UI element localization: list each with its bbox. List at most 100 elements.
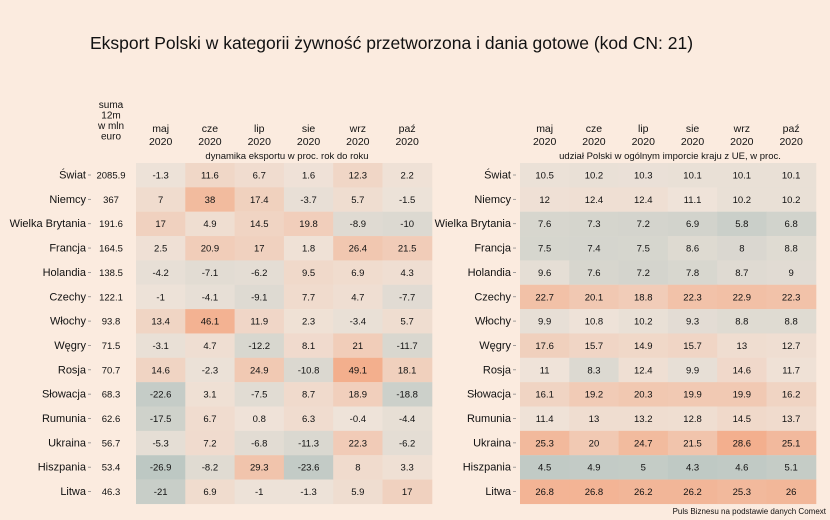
left-cell-value: 7 [158,195,163,206]
right-country-label: Czechy [474,291,511,303]
left-cell-value: -8.9 [350,219,366,230]
right-heatmap-cell [569,479,620,505]
left-cell-value: -6.2 [399,438,415,449]
left-country-label: Rumunia [42,413,87,425]
right-cell-value: 20.1 [585,292,604,303]
right-heatmap-cell [569,382,620,407]
right-year-label: 2020 [632,136,656,148]
right-heatmap-cell [569,236,620,261]
left-heatmap-cell [234,187,285,212]
left-cell-value: 5.9 [351,487,364,498]
right-heatmap-cell [667,430,718,456]
left-cell-value: 2.3 [302,317,315,328]
left-heatmap-cell [136,163,186,188]
right-heatmap-cell [618,284,669,310]
right-heatmap-cell [618,382,669,407]
left-heatmap-cell [382,357,433,383]
left-cell-value: -7.1 [202,268,218,279]
right-cell-value: 8.8 [735,317,748,328]
right-heatmap-cell [717,260,767,285]
right-cell-value: 28.6 [733,438,752,449]
left-cell-value: -1.3 [152,171,168,182]
left-heatmap-cell [382,333,433,358]
right-heatmap-cell [766,406,817,431]
right-cell-value: 9.9 [538,317,551,328]
left-heatmap-cell [185,284,236,310]
right-country-label: Hiszpania [463,462,512,474]
left-heatmap-cell [234,430,285,456]
left-cell-value: -9.1 [251,292,267,303]
right-heatmap-cell [618,187,669,212]
left-cell-value: 11.6 [201,171,219,182]
right-cell-value: 4.3 [686,463,699,474]
left-year-label: 2020 [346,136,370,148]
right-cell-value: 26 [786,487,797,498]
left-cell-value: -26.9 [150,463,172,474]
right-heatmap-cell [618,406,669,431]
right-heatmap-cell [717,236,767,261]
left-cell-value: 14.6 [151,365,170,376]
left-heatmap-cell [136,479,186,505]
right-cell-value: 4.6 [735,463,748,474]
right-heatmap-cell [520,333,570,358]
right-heatmap-cell [667,163,718,188]
left-cell-value: 46.1 [201,317,220,328]
left-cell-value: 3.3 [401,463,414,474]
left-heatmap-cell [333,455,383,480]
right-cell-value: 10.1 [683,171,702,182]
left-cell-value: 14.5 [250,219,269,230]
left-cell-value: 6.7 [253,171,266,182]
left-heatmap-cell [333,260,383,285]
left-heatmap-cell [234,406,285,431]
right-country-label: Francja [474,243,512,255]
right-country-label: Holandia [468,267,512,279]
right-heatmap-cell [667,284,718,310]
right-country-label: Rosja [483,364,512,376]
left-cell-value: -11.3 [298,438,319,449]
right-cell-value: 17.6 [535,341,554,352]
left-cell-value: -7.5 [251,390,267,401]
right-heatmap-cell [569,187,620,212]
chart-title: Eksport Polski w kategorii żywność przet… [90,33,693,53]
right-heatmap-cell [717,163,767,188]
right-heatmap-cell [717,382,767,407]
left-month-label: maj [152,123,169,135]
sum-value: 68.3 [102,390,121,401]
right-cell-value: 10.1 [782,171,801,182]
right-heatmap-cell [766,284,817,310]
left-cell-value: -17.5 [150,414,172,425]
right-heatmap-cell [717,406,767,431]
left-cell-value: -23.6 [298,463,320,474]
right-heatmap-cell [717,479,767,505]
left-cell-value: 38 [205,195,216,206]
left-cell-value: -22.6 [150,390,172,401]
left-heatmap-cell [283,479,334,505]
left-cell-value: 0.8 [253,414,266,425]
right-cell-value: 13 [589,414,600,425]
left-heatmap-cell [185,187,236,212]
right-cell-value: 8.8 [785,244,798,255]
right-heatmap-cell [520,406,570,431]
chart-source: Puls Biznesu na podstawie danych Comext [673,507,827,516]
left-cell-value: 11.9 [250,317,268,328]
left-cell-value: -7.7 [399,292,415,303]
left-cell-value: 19.8 [299,219,318,230]
left-heatmap-cell [234,357,285,383]
left-heatmap-cell [283,382,334,407]
right-cell-value: 4.5 [538,463,551,474]
left-cell-value: -11.7 [397,341,418,352]
left-heatmap-cell [333,479,383,505]
right-heatmap-cell [717,284,767,310]
right-cell-value: 11.1 [684,195,702,206]
right-cell-value: 22.3 [782,292,801,303]
left-cell-value: 24.9 [250,365,269,376]
left-cell-value: 4.7 [203,341,216,352]
sum-value: 138.5 [99,268,123,279]
right-country-label: Słowacja [467,389,512,401]
left-country-label: Wielka Brytania [10,218,87,230]
left-heatmap-cell [185,211,236,237]
right-heatmap-cell [618,430,669,456]
left-heatmap-cell [136,382,186,407]
left-cell-value: 1.8 [302,244,315,255]
right-year-label: 2020 [779,136,803,148]
